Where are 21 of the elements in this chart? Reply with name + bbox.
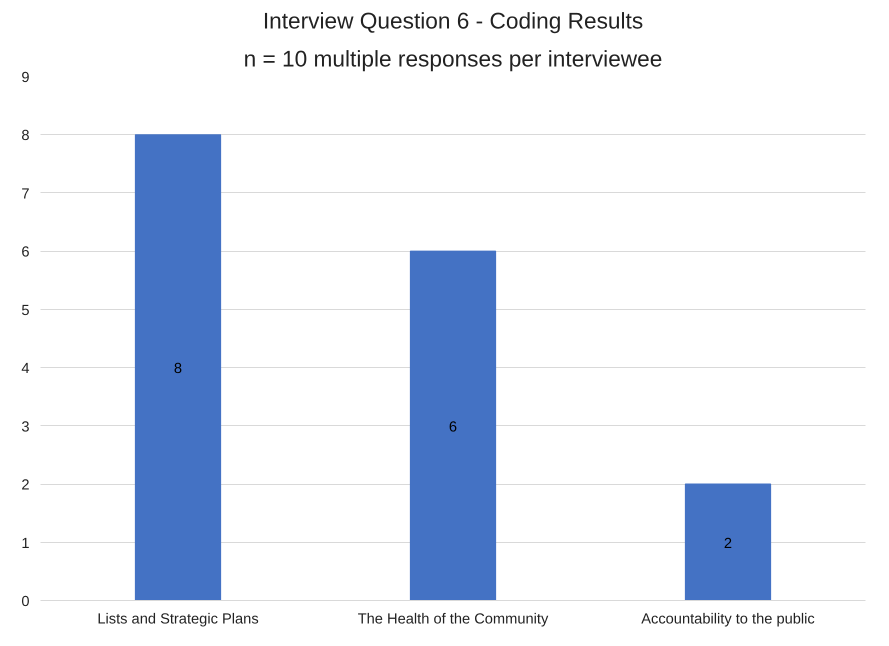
y-tick-label: 1 [21, 536, 30, 552]
y-tick-label: 6 [21, 244, 30, 261]
bar [684, 484, 772, 600]
y-tick-label: 4 [21, 361, 30, 378]
chart-subtitle: n = 10 multiple responses per interviewee [244, 46, 662, 72]
data-label: 2 [724, 536, 732, 552]
data-label: 8 [174, 361, 182, 378]
x-tick-label: Accountability to the public [641, 612, 815, 628]
y-tick-label: 5 [21, 302, 30, 319]
bar [410, 250, 496, 600]
bar [134, 134, 222, 600]
y-tick-label: 0 [21, 594, 30, 610]
chart-title: Interview Question 6 - Coding Results [262, 8, 644, 34]
x-tick-label: The Health of the Community [358, 612, 549, 628]
y-tick-label: 8 [21, 128, 30, 144]
x-tick-label: Lists and Strategic Plans [97, 612, 259, 628]
y-tick-label: 3 [21, 419, 30, 436]
y-tick-label: 7 [21, 186, 30, 202]
data-label: 6 [448, 419, 458, 436]
y-tick-label: 9 [21, 70, 30, 86]
y-tick-label: 2 [21, 478, 30, 494]
